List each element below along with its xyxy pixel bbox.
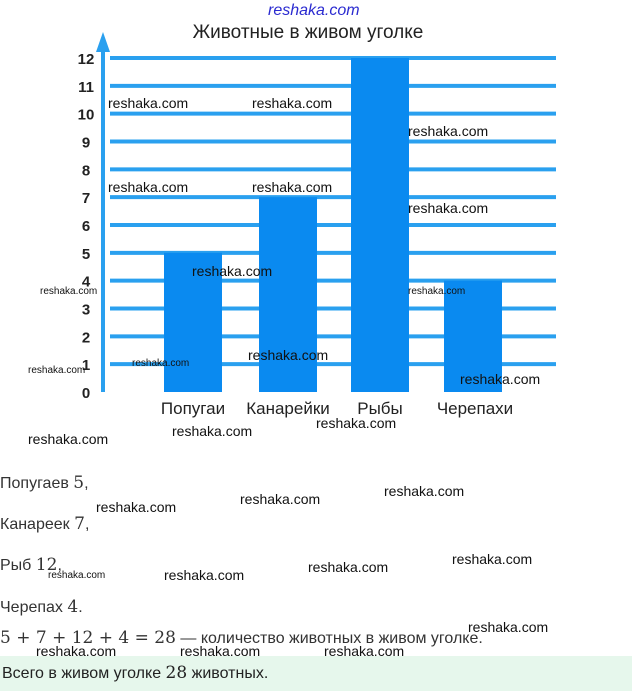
watermark: reshaka.com: [108, 179, 189, 195]
watermark: reshaka.com: [408, 123, 489, 139]
solution-number: 4: [67, 597, 79, 617]
y-tick-label: 11: [78, 79, 94, 96]
y-tick-label: 5: [82, 246, 90, 263]
watermark: reshaka.com: [240, 491, 321, 507]
y-axis-arrow: [96, 32, 110, 52]
answer-number: 28: [165, 663, 188, 683]
y-tick-label: 12: [78, 51, 95, 68]
watermark: reshaka.com: [28, 431, 109, 447]
y-tick-label: 10: [78, 107, 95, 124]
solution-number: 12: [35, 555, 58, 575]
y-tick-label: 3: [82, 302, 90, 319]
watermark: reshaka.com: [408, 200, 489, 216]
watermark: reshaka.com: [468, 619, 549, 635]
watermark: reshaka.com: [164, 567, 245, 583]
solution-text: Рыб: [0, 557, 32, 574]
watermark: reshaka.com: [180, 643, 261, 659]
equation-math: 5 + 7 + 12 + 4 = 28: [0, 628, 176, 648]
watermark: reshaka.com: [252, 179, 333, 195]
y-tick-label: 0: [82, 385, 90, 402]
solution-text: Попугаев: [0, 475, 69, 492]
watermark: reshaka.com: [36, 643, 117, 659]
solution-punct: .: [78, 599, 83, 616]
watermark: reshaka.com: [172, 423, 253, 439]
site-watermark: reshaka.com: [268, 2, 360, 19]
bar-chart: Животные в живом уголке0123456789101112П…: [78, 22, 556, 418]
watermark: reshaka.com: [40, 286, 98, 297]
solution-equation: 5 + 7 + 12 + 4 = 28 — количество животны…: [0, 628, 483, 648]
equation-text: — количество животных в живом уголке.: [175, 630, 483, 647]
y-tick-label: 1: [82, 357, 90, 374]
watermark: reshaka.com: [384, 483, 465, 499]
y-tick-label: 9: [82, 135, 90, 152]
watermark: reshaka.com: [408, 286, 466, 297]
bar: [259, 197, 317, 392]
y-tick-label: 6: [82, 218, 90, 235]
solution-text: Черепах: [0, 599, 63, 616]
x-tick-label: Попугаи: [161, 399, 225, 418]
watermark: reshaka.com: [192, 263, 273, 279]
watermark: reshaka.com: [132, 358, 190, 369]
y-tick-label: 8: [82, 162, 90, 179]
answer-box: Всего в живом уголке 28 животных.: [0, 656, 632, 691]
x-tick-label: Канарейки: [246, 399, 330, 418]
y-tick-label: 4: [82, 274, 91, 291]
answer-suffix: животных.: [191, 665, 269, 682]
watermark: reshaka.com: [308, 559, 389, 575]
solution-text: Канареек: [0, 516, 70, 533]
watermark: reshaka.com: [28, 365, 86, 376]
solution-punct: ,: [84, 516, 90, 533]
watermark: reshaka.com: [248, 347, 329, 363]
solution-number: 5: [73, 473, 85, 493]
solution-punct: ,: [57, 557, 62, 574]
bar: [351, 58, 409, 392]
solution-punct: ,: [84, 475, 89, 492]
solution-line-fish: Рыб 12,: [0, 555, 62, 575]
watermark: reshaka.com: [252, 95, 333, 111]
bar: [164, 252, 222, 392]
y-tick-label: 2: [82, 329, 90, 346]
watermark: reshaka.com: [96, 499, 177, 515]
watermark: reshaka.com: [452, 551, 533, 567]
watermark: reshaka.com: [460, 371, 541, 387]
watermark: reshaka.com: [324, 643, 405, 659]
watermark: reshaka.com: [316, 415, 397, 431]
solution-line-turtles: Черепах 4.: [0, 597, 83, 617]
solution-line-parrots: Попугаев 5,: [0, 473, 89, 493]
x-tick-label: Рыбы: [357, 399, 403, 418]
watermark: reshaka.com: [108, 95, 189, 111]
watermark: reshaka.com: [48, 570, 106, 581]
bar: [444, 280, 502, 392]
answer-prefix: Всего в живом уголке: [2, 665, 162, 682]
solution-number: 7: [74, 514, 85, 534]
x-tick-label: Черепахи: [437, 399, 513, 418]
y-tick-label: 7: [82, 190, 90, 207]
solution-line-canaries: Канареек 7,: [0, 514, 89, 534]
chart-title: Животные в живом уголке: [193, 22, 424, 43]
